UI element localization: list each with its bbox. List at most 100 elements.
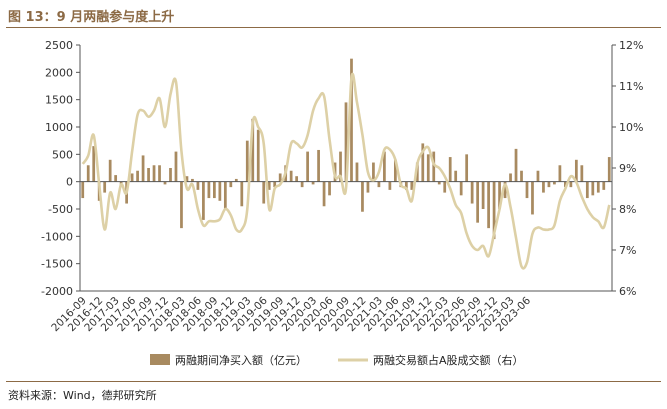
bar	[229, 181, 233, 188]
bar	[525, 181, 529, 199]
bar	[426, 154, 430, 182]
bar	[202, 181, 205, 220]
bar	[185, 176, 189, 182]
bar	[339, 151, 342, 182]
bar	[503, 181, 507, 199]
bar	[256, 129, 260, 182]
bar	[602, 181, 606, 190]
legend: 两融期间净买入额（亿元） 两融交易额占A股成交额（右）	[150, 353, 524, 367]
bar	[437, 181, 441, 185]
line-series	[81, 72, 611, 270]
bar	[223, 181, 227, 209]
bar	[366, 181, 370, 193]
bar	[163, 181, 167, 185]
bar	[350, 58, 353, 182]
left-tick-label: 2000	[45, 66, 73, 79]
legend-label-line: 两融交易额占A股成交额（右）	[373, 353, 524, 367]
bar	[448, 157, 452, 182]
bar	[289, 170, 293, 182]
bar	[213, 181, 216, 199]
bar	[470, 181, 474, 204]
bar	[240, 181, 244, 207]
bar	[536, 170, 540, 182]
right-tick-label: 8%	[619, 203, 636, 216]
left-tick-label: -1500	[41, 258, 73, 271]
bar	[421, 143, 425, 182]
bar	[141, 155, 145, 182]
right-tick-label: 6%	[619, 285, 636, 298]
bar	[383, 151, 386, 182]
bar	[196, 181, 200, 190]
left-tick-label: -2000	[41, 285, 73, 298]
bar	[569, 181, 573, 188]
bar	[564, 181, 567, 188]
bar	[432, 151, 436, 182]
bar	[372, 162, 375, 182]
bar	[542, 181, 545, 193]
bar	[103, 181, 107, 193]
bar	[81, 181, 85, 199]
bar	[585, 181, 589, 199]
bar	[531, 181, 534, 215]
bar	[158, 165, 161, 182]
bar	[443, 181, 447, 193]
bar	[278, 173, 282, 182]
source-note: 资料来源：Wind，德邦研究所	[8, 389, 157, 402]
bar	[580, 165, 584, 182]
bar	[393, 159, 397, 182]
source-divider	[6, 381, 661, 382]
right-axis: 6% 7% 8% 9% 10% 11% 12%	[612, 39, 643, 298]
bar	[191, 178, 194, 182]
bar	[355, 162, 359, 182]
left-tick-label: -1000	[41, 230, 73, 243]
right-tick-label: 12%	[619, 39, 643, 52]
bar	[251, 118, 255, 182]
right-tick-label: 7%	[619, 244, 636, 257]
bar	[520, 170, 523, 182]
bar	[553, 181, 556, 185]
bar	[388, 181, 392, 190]
left-tick-label: 1500	[45, 94, 73, 107]
bar	[322, 181, 326, 207]
bar	[136, 170, 139, 182]
left-tick-label: 2500	[45, 39, 73, 52]
left-axis: -2000 -1500 -1000 -500 0 500 1000 1500 2000 2500	[41, 39, 80, 298]
bar	[234, 178, 238, 182]
bar-series	[81, 58, 611, 240]
bar	[509, 173, 512, 182]
bar	[404, 181, 408, 190]
left-tick-label: 500	[52, 148, 73, 161]
bar	[344, 102, 348, 182]
bar	[498, 181, 501, 209]
bar	[245, 140, 249, 182]
bar	[218, 181, 222, 201]
bar	[476, 181, 479, 223]
left-tick-label: 0	[66, 176, 73, 189]
bar	[514, 148, 518, 182]
bar	[86, 165, 90, 182]
bar	[295, 176, 299, 182]
bar	[361, 181, 364, 212]
bar	[130, 173, 134, 182]
bar	[377, 181, 381, 188]
x-axis-labels: 2016-092016-122017-032017-062017-092017-…	[49, 294, 533, 334]
bar	[465, 154, 469, 182]
bar	[547, 181, 551, 188]
bar	[147, 168, 150, 182]
bar	[454, 170, 458, 182]
bar	[574, 159, 578, 182]
bar	[410, 181, 414, 190]
bar	[207, 181, 211, 199]
bar	[306, 151, 309, 182]
right-tick-label: 9%	[619, 162, 636, 175]
bar	[300, 181, 304, 188]
bar	[328, 181, 331, 196]
bar	[152, 165, 156, 182]
bar	[311, 181, 315, 185]
bar	[92, 146, 96, 182]
legend-label-bar: 两融期间净买入额（亿元）	[175, 353, 307, 367]
bar	[459, 181, 463, 196]
bar	[267, 181, 271, 190]
left-tick-label: 1000	[45, 121, 73, 134]
bar	[591, 181, 595, 196]
